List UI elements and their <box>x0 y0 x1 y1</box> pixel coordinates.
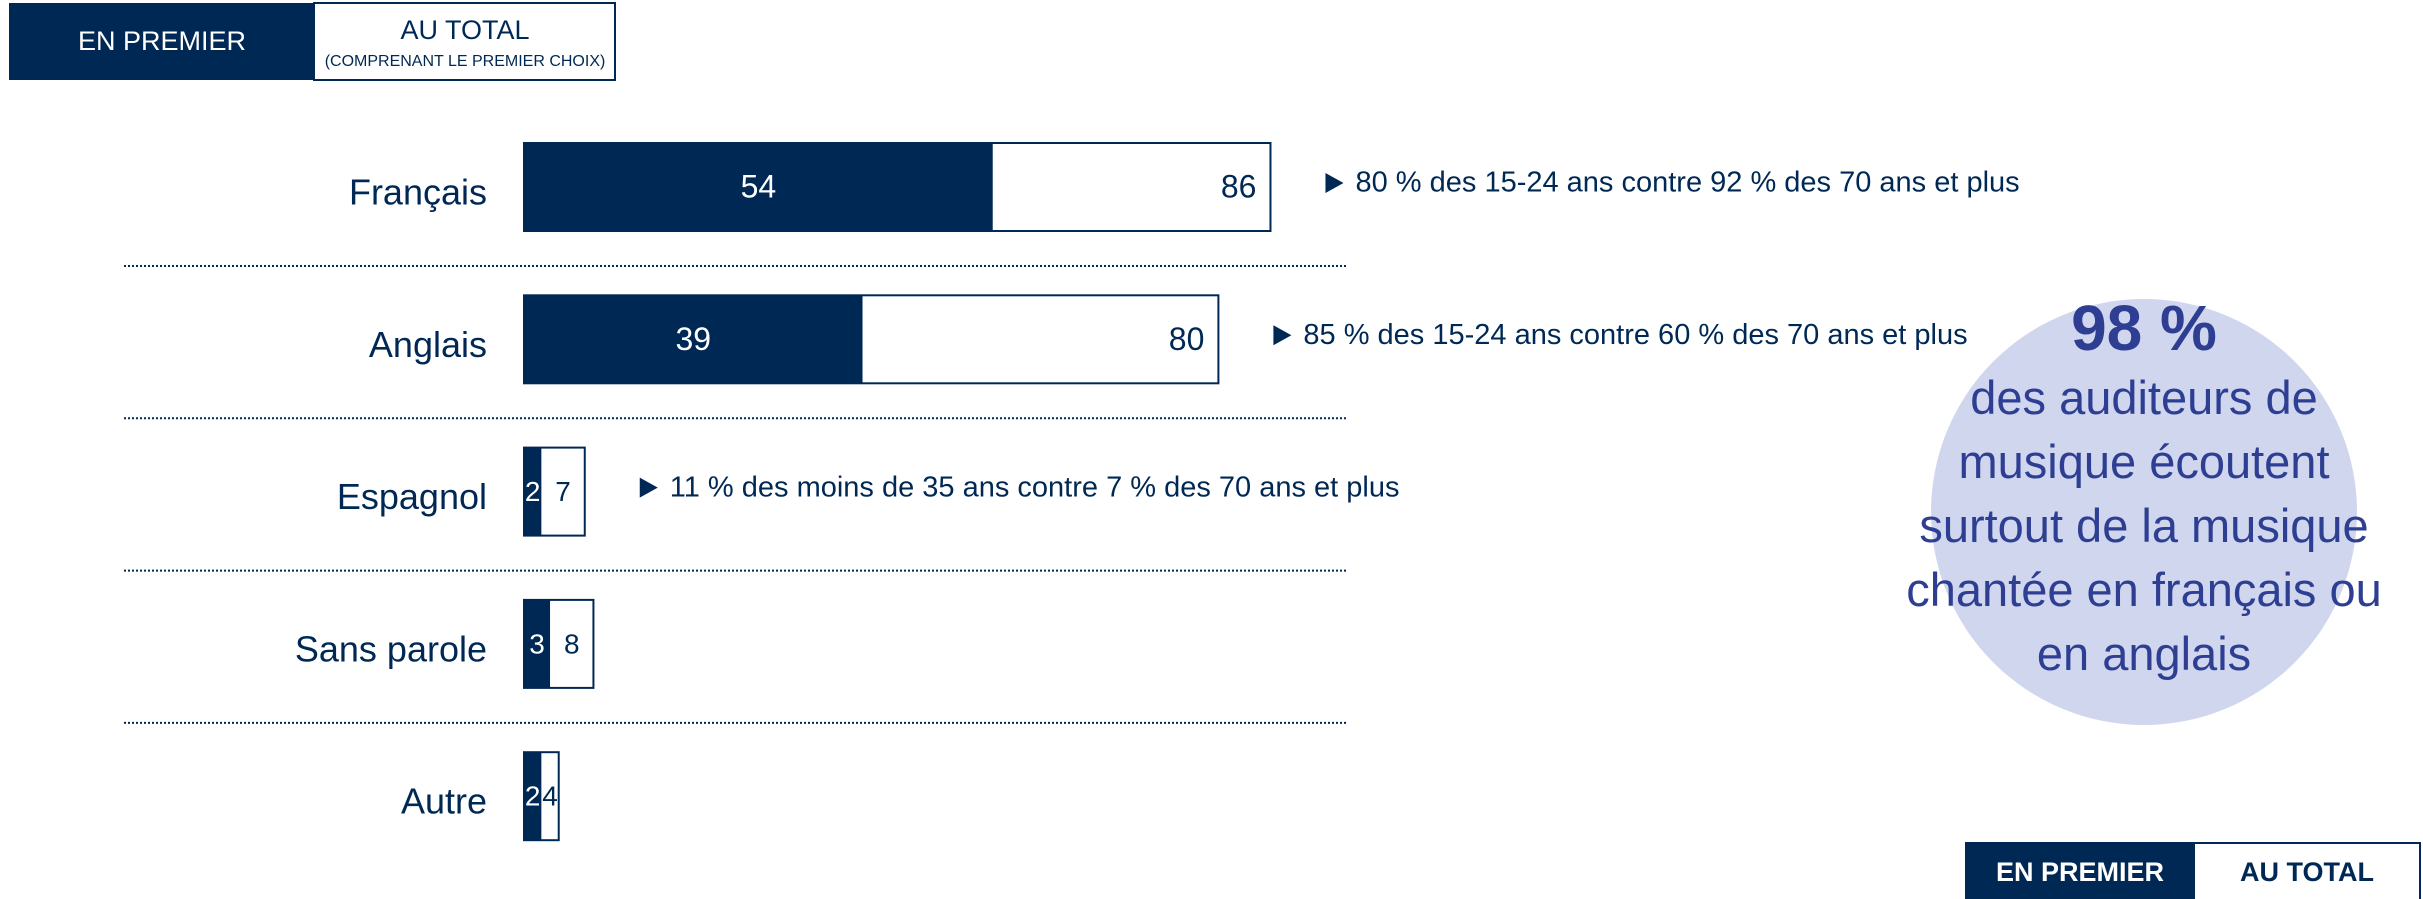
value-label: 54 <box>741 168 777 204</box>
value-label: 2 <box>525 476 541 507</box>
callout: 98 % des auditeurs de musique écoutent s… <box>1894 290 2394 686</box>
note: 80 % des 15-24 ans contre 92 % des 70 an… <box>1355 167 2019 199</box>
legend-first <box>1965 842 2194 899</box>
category-label: Anglais <box>369 324 487 365</box>
legend-total <box>2193 842 2421 899</box>
bar-first <box>524 295 863 384</box>
note: 85 % des 15-24 ans contre 60 % des 70 an… <box>1303 319 1967 351</box>
callout-circle <box>1931 299 2357 725</box>
bar-first <box>524 143 993 231</box>
bar-first <box>524 752 542 841</box>
note: 11 % des moins de 35 ans contre 7 % des … <box>670 471 1400 503</box>
legend-label: AU TOTAL <box>2240 857 2374 887</box>
tab-label: AU TOTAL <box>400 15 529 45</box>
value-label: 80 <box>1169 321 1205 357</box>
callout-text: des auditeurs de musique écoutent surtou… <box>1906 371 2382 680</box>
category-label: Français <box>349 172 487 213</box>
callout-headline: 98 % <box>2071 292 2217 364</box>
category-label: Sans parole <box>295 628 487 669</box>
tab-sublabel: (COMPRENANT LE PREMIER CHOIX) <box>325 53 606 70</box>
value-label: 39 <box>675 321 711 357</box>
note-marker <box>1273 325 1292 346</box>
value-label: 86 <box>1221 168 1257 204</box>
tab[interactable] <box>313 2 616 81</box>
category-label: Autre <box>401 781 487 822</box>
tab-active[interactable] <box>9 3 314 80</box>
note-marker <box>639 477 658 498</box>
note-marker <box>1325 173 1344 193</box>
value-label: 3 <box>529 628 545 659</box>
bar-first <box>524 447 542 536</box>
bar-first <box>524 599 551 688</box>
value-label: 8 <box>564 628 580 659</box>
legend-label: EN PREMIER <box>1996 857 2164 887</box>
tab-label: EN PREMIER <box>78 26 246 56</box>
value-label: 4 <box>542 781 558 812</box>
value-label: 2 <box>525 781 541 812</box>
category-label: Espagnol <box>337 476 487 517</box>
value-label: 7 <box>555 476 571 507</box>
